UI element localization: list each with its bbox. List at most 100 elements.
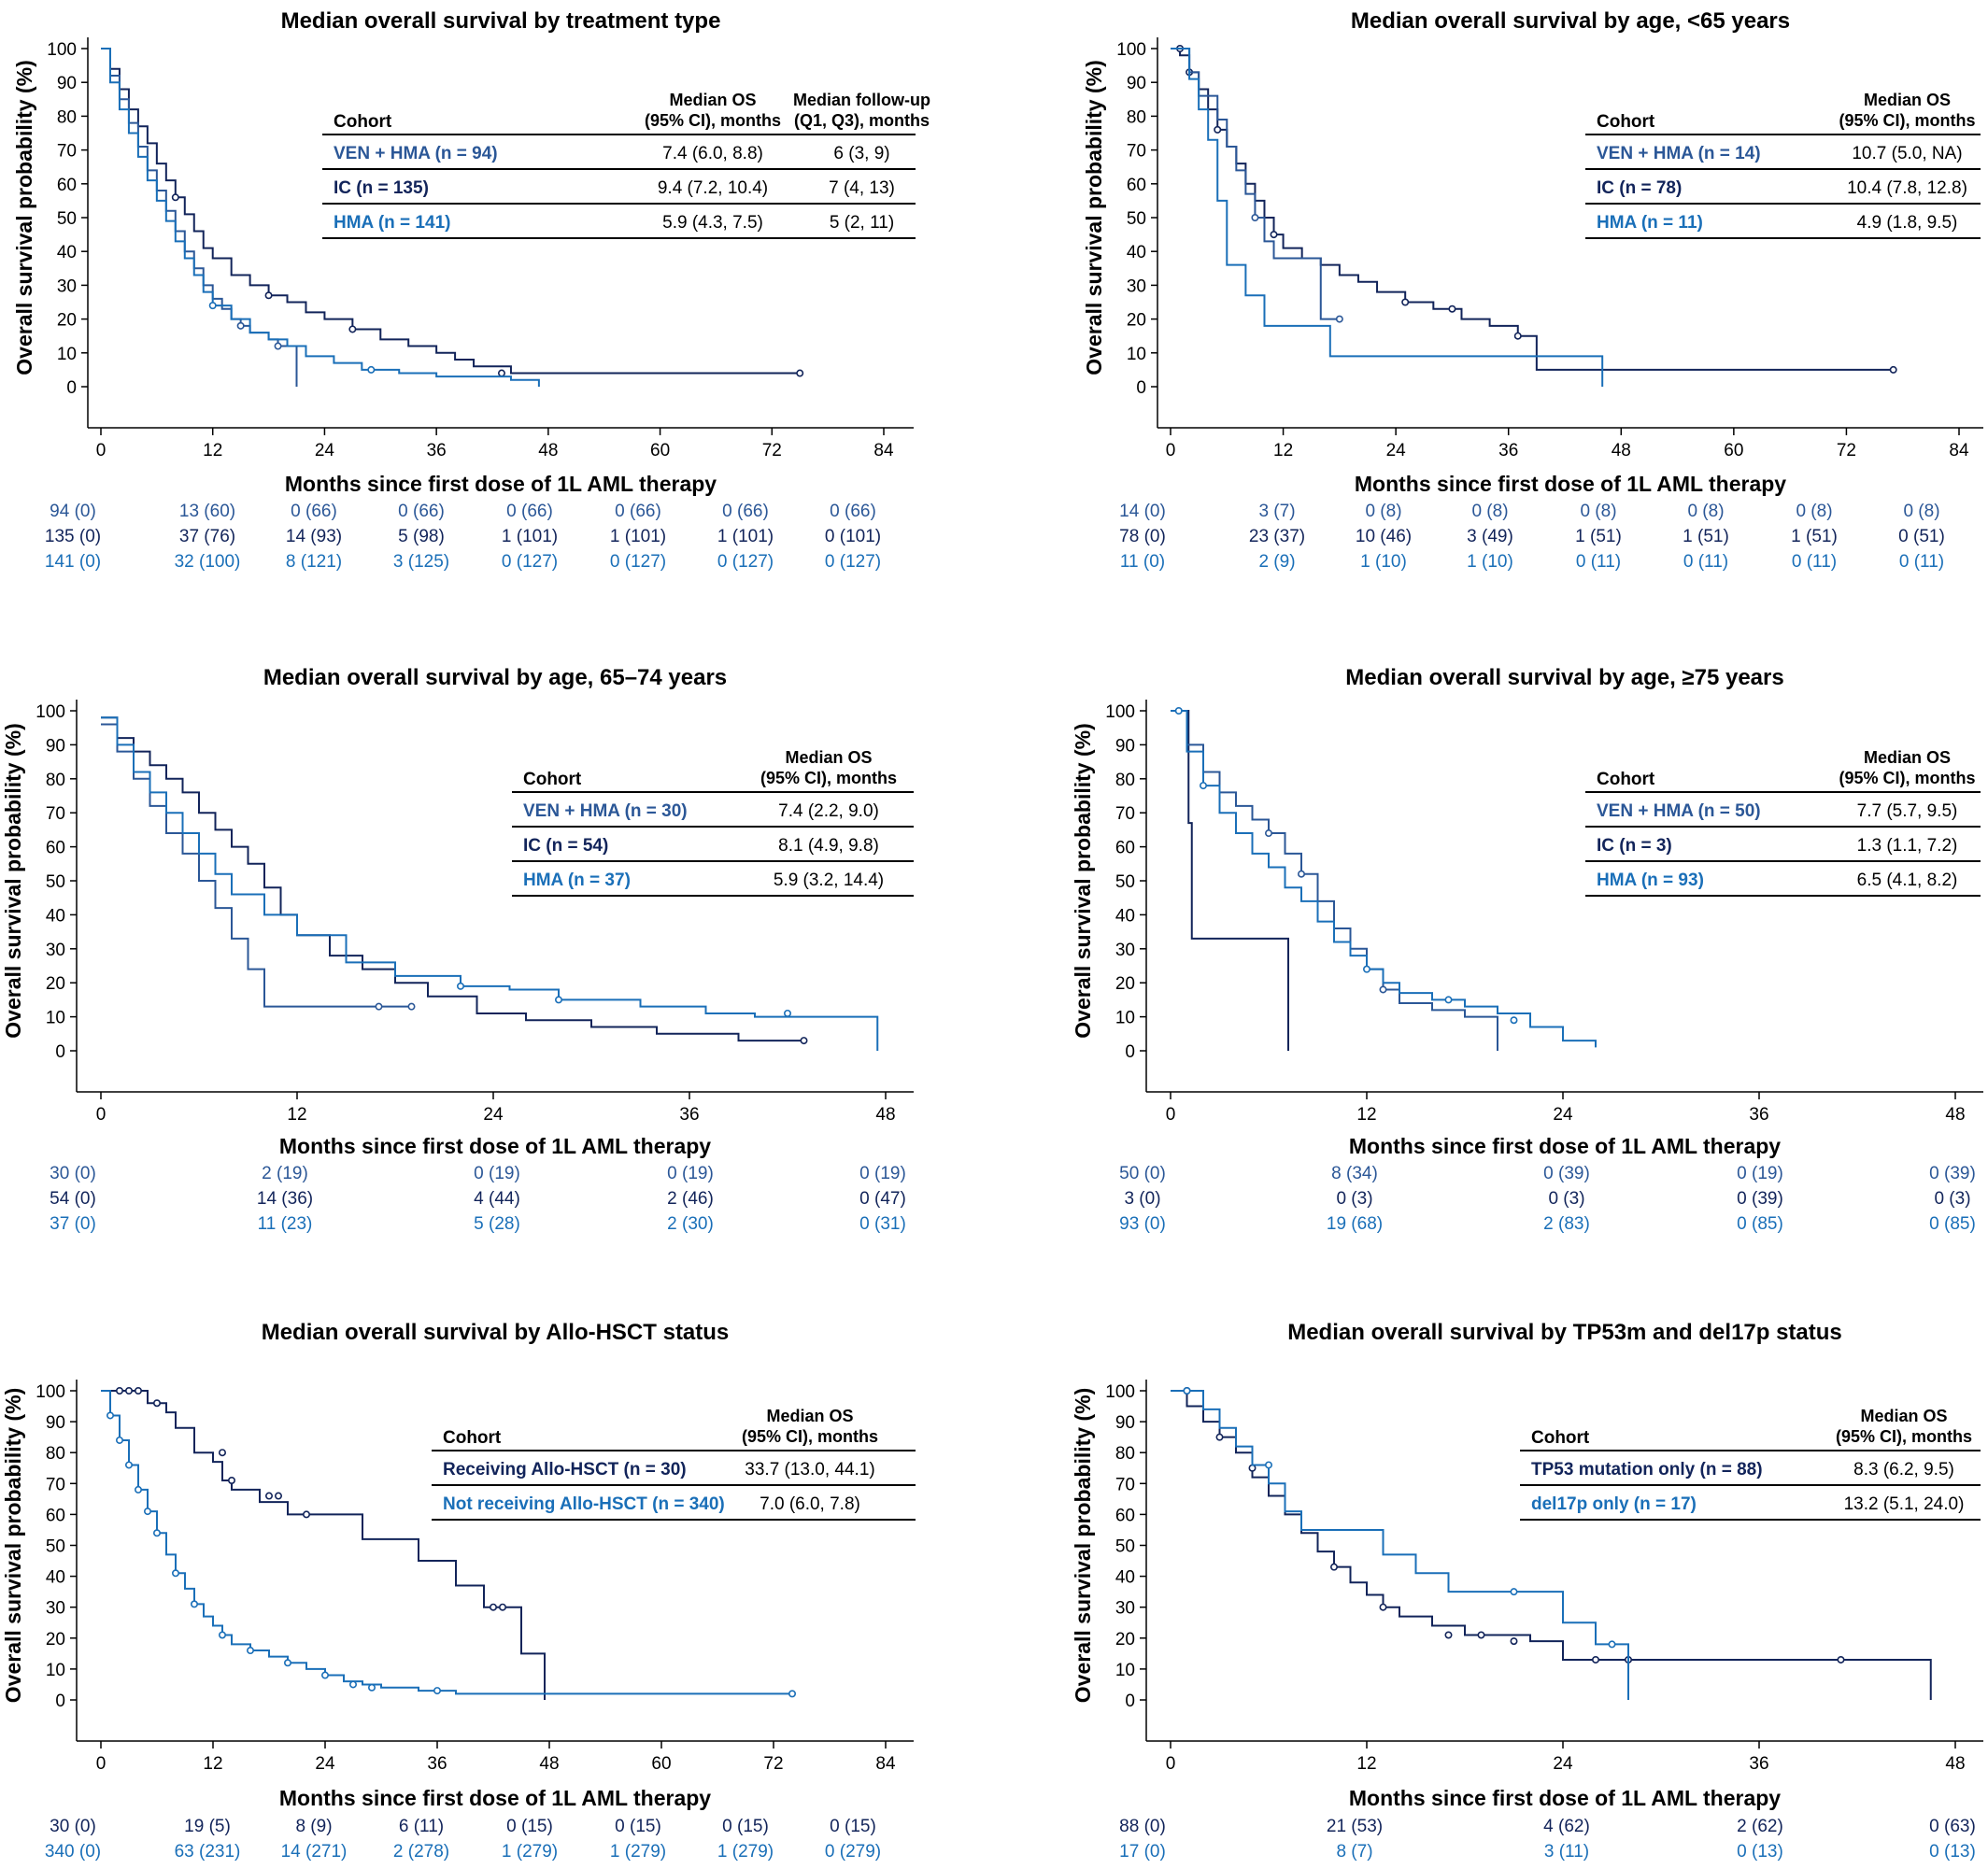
y-tick-label: 40 [57, 243, 77, 262]
censor-mark [302, 1510, 310, 1519]
chart-title: Median overall survival by TP53m and del… [1287, 1320, 1842, 1345]
at-risk-value: 0 (19) [1737, 1164, 1783, 1183]
x-tick-label: 12 [287, 1105, 306, 1125]
at-risk-value: 1 (51) [1791, 527, 1838, 546]
at-risk-value: 4 (62) [1543, 1817, 1590, 1836]
table-header-cohort: Cohort [1531, 1428, 1590, 1448]
censor-mark [1401, 298, 1410, 306]
at-risk-value: 0 (19) [859, 1164, 906, 1183]
at-risk-value: 8 (121) [286, 552, 342, 572]
table-cohort-cell: HMA (n = 37) [523, 871, 631, 890]
at-risk-value: 0 (66) [830, 502, 876, 521]
censor-mark [1251, 214, 1259, 222]
at-risk-value: 11 (0) [1120, 552, 1165, 572]
censor-mark [208, 302, 217, 310]
at-risk-value: 5 (28) [474, 1214, 520, 1234]
at-risk-value: 0 (8) [1471, 502, 1508, 521]
table-os-cell: 7.4 (6.0, 8.8) [662, 144, 763, 163]
at-risk-value: 78 (0) [1119, 527, 1166, 546]
x-axis-label: Months since first dose of 1L AML therap… [1355, 472, 1786, 496]
at-risk-value: 0 (8) [1365, 502, 1401, 521]
table-fu-cell: 6 (3, 9) [833, 144, 889, 163]
at-risk-value: 0 (13) [1929, 1842, 1976, 1862]
y-axis-label: Overall survival probability (%) [12, 60, 36, 375]
at-risk-value: 23 (37) [1249, 527, 1305, 546]
at-risk-value: 1 (279) [717, 1842, 774, 1862]
y-tick-label: 0 [1125, 1692, 1135, 1711]
censor-mark [1513, 332, 1522, 340]
at-risk-value: 14 (36) [257, 1189, 313, 1209]
at-risk-value: 0 (19) [474, 1164, 520, 1183]
y-tick-label: 90 [1115, 1413, 1135, 1433]
at-risk-value: 0 (85) [1737, 1214, 1783, 1234]
censor-mark [1265, 1461, 1273, 1469]
table-fu-cell: 7 (4, 13) [829, 178, 895, 198]
x-tick-label: 24 [1553, 1754, 1573, 1774]
table-cohort-cell: HMA (n = 141) [334, 213, 450, 233]
at-risk-value: 32 (100) [175, 552, 241, 572]
table-os-cell: 8.1 (4.9, 9.8) [778, 836, 879, 856]
at-risk-value: 54 (0) [50, 1189, 96, 1209]
censor-mark [456, 982, 464, 990]
at-risk-value: 0 (85) [1929, 1214, 1976, 1234]
y-tick-label: 40 [1115, 906, 1135, 926]
x-axis-label: Months since first dose of 1L AML therap… [279, 1134, 711, 1158]
table-cohort-cell: VEN + HMA (n = 30) [523, 801, 688, 821]
table-cohort-cell: IC (n = 135) [334, 178, 429, 198]
y-tick-label: 100 [47, 40, 77, 60]
censor-mark [144, 1508, 152, 1516]
y-tick-label: 50 [1115, 872, 1135, 892]
censor-mark [1200, 782, 1208, 790]
censor-mark [348, 325, 357, 333]
y-axis-label: Overall survival probability (%) [1071, 1388, 1095, 1703]
censor-mark [106, 1411, 115, 1420]
at-risk-value: 8 (34) [1331, 1164, 1378, 1183]
censor-mark [1510, 1637, 1518, 1646]
censor-mark [375, 1002, 383, 1011]
y-tick-label: 50 [57, 209, 77, 229]
censor-mark [228, 1476, 236, 1484]
y-tick-label: 30 [46, 941, 65, 960]
censor-mark [191, 1600, 199, 1608]
y-tick-label: 90 [57, 74, 77, 93]
table-cohort-cell: IC (n = 3) [1597, 836, 1672, 856]
table-cohort-cell: HMA (n = 11) [1597, 213, 1703, 233]
y-tick-label: 20 [1115, 974, 1135, 994]
at-risk-value: 10 (46) [1356, 527, 1412, 546]
y-tick-label: 0 [1125, 1042, 1135, 1062]
table-os-cell: 10.7 (5.0, NA) [1852, 144, 1962, 163]
censor-mark [1379, 1603, 1387, 1611]
table-os-cell: 5.9 (3.2, 14.4) [774, 871, 884, 890]
censor-mark [1379, 985, 1387, 994]
table-cohort-cell: VEN + HMA (n = 50) [1597, 801, 1761, 821]
x-axis-label: Months since first dose of 1L AML therap… [1349, 1786, 1781, 1810]
panel-allo-hsct: Median overall survival by Allo-HSCT sta… [1, 1320, 916, 1862]
km-curve-slate [101, 723, 412, 1008]
table-os-cell: 7.7 (5.7, 9.5) [1857, 801, 1958, 821]
x-tick-label: 0 [1166, 1754, 1176, 1774]
censor-mark [1444, 996, 1453, 1004]
x-tick-label: 36 [1498, 441, 1518, 460]
censor-mark [153, 1529, 162, 1537]
y-tick-label: 0 [66, 378, 77, 398]
x-tick-label: 48 [1945, 1754, 1965, 1774]
censor-mark [264, 1492, 273, 1500]
y-tick-label: 20 [57, 311, 77, 331]
table-os-cell: 10.4 (7.8, 12.8) [1847, 178, 1967, 198]
panel-age-65-74: Median overall survival by age, 65–74 ye… [1, 665, 914, 1234]
x-axis-label: Months since first dose of 1L AML therap… [1349, 1134, 1781, 1158]
censor-mark [219, 1631, 227, 1639]
censor-mark [264, 291, 273, 300]
y-tick-label: 10 [1127, 345, 1146, 364]
y-tick-label: 70 [1115, 1475, 1135, 1494]
censor-mark [1510, 1588, 1518, 1596]
at-risk-value: 50 (0) [1119, 1164, 1166, 1183]
x-tick-label: 36 [427, 441, 447, 460]
x-tick-label: 84 [1949, 441, 1969, 460]
censor-mark [1510, 1016, 1518, 1025]
censor-mark [367, 1683, 376, 1692]
censor-mark [153, 1399, 162, 1408]
km-curve-blue [1171, 48, 1604, 387]
censor-mark [407, 1002, 416, 1011]
